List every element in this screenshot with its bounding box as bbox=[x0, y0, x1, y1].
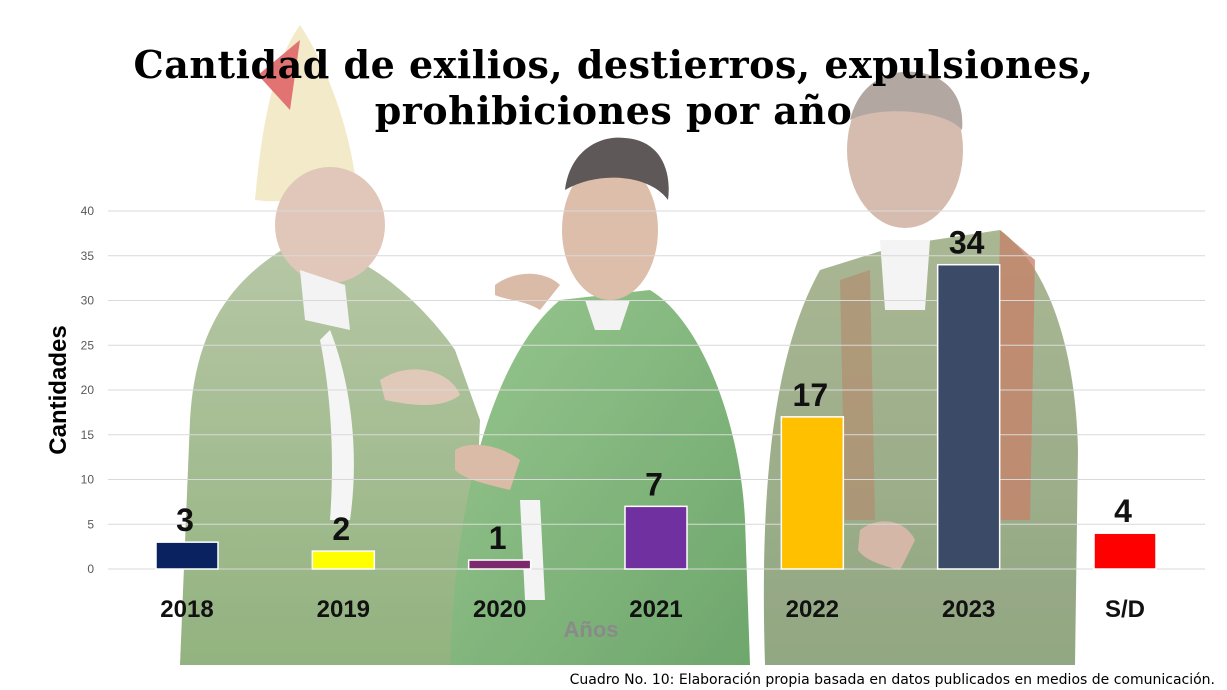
y-tick-label: 5 bbox=[87, 517, 94, 531]
x-axis-label: Años bbox=[564, 617, 619, 642]
chart-title-line-2: prohibiciones por año bbox=[374, 88, 853, 133]
y-axis-ticks: 0 5 10 15 20 25 30 35 40 bbox=[81, 204, 95, 576]
bar-2019 bbox=[311, 550, 376, 570]
chart-title: Cantidad de exilios, destierros, expulsi… bbox=[0, 42, 1227, 134]
bar-2021 bbox=[624, 505, 688, 570]
x-tick-label: 2023 bbox=[942, 596, 995, 623]
x-tick-label: 2019 bbox=[317, 596, 370, 623]
priest-figure bbox=[450, 137, 750, 665]
chart-title-line-1: Cantidad de exilios, destierros, expulsi… bbox=[133, 42, 1094, 87]
y-tick-label: 15 bbox=[81, 428, 95, 442]
data-label: 7 bbox=[645, 466, 663, 502]
bar-2022 bbox=[780, 416, 845, 570]
y-axis-label: Cantidades bbox=[45, 325, 72, 454]
bars bbox=[155, 263, 1157, 570]
x-tick-label: 2021 bbox=[629, 596, 682, 623]
bar-2020 bbox=[467, 559, 532, 570]
source-caption: Cuadro No. 10: Elaboración propia basada… bbox=[567, 672, 1217, 688]
bishop-figure bbox=[180, 25, 480, 665]
data-label: 3 bbox=[176, 502, 194, 538]
bar-2018 bbox=[155, 541, 219, 570]
y-tick-label: 0 bbox=[87, 562, 94, 576]
y-tick-label: 40 bbox=[81, 204, 95, 218]
data-label: 17 bbox=[793, 377, 829, 413]
data-label: 1 bbox=[489, 520, 507, 556]
x-tick-label: 2022 bbox=[786, 596, 839, 623]
y-tick-label: 25 bbox=[81, 338, 95, 352]
y-tick-label: 10 bbox=[81, 473, 95, 487]
bar-2023 bbox=[936, 263, 1001, 570]
x-tick-label: S/D bbox=[1105, 596, 1145, 623]
y-tick-label: 35 bbox=[81, 249, 95, 263]
y-tick-label: 30 bbox=[81, 294, 95, 308]
bar-sd bbox=[1093, 532, 1157, 570]
data-label: 34 bbox=[949, 225, 985, 261]
x-axis-ticks: 2018 2019 2020 2021 2022 2023 S/D bbox=[160, 596, 1145, 623]
data-label: 4 bbox=[1114, 493, 1132, 529]
x-tick-label: 2020 bbox=[473, 596, 526, 623]
x-tick-label: 2018 bbox=[160, 596, 213, 623]
y-tick-label: 20 bbox=[81, 383, 95, 397]
data-label: 2 bbox=[332, 511, 350, 547]
